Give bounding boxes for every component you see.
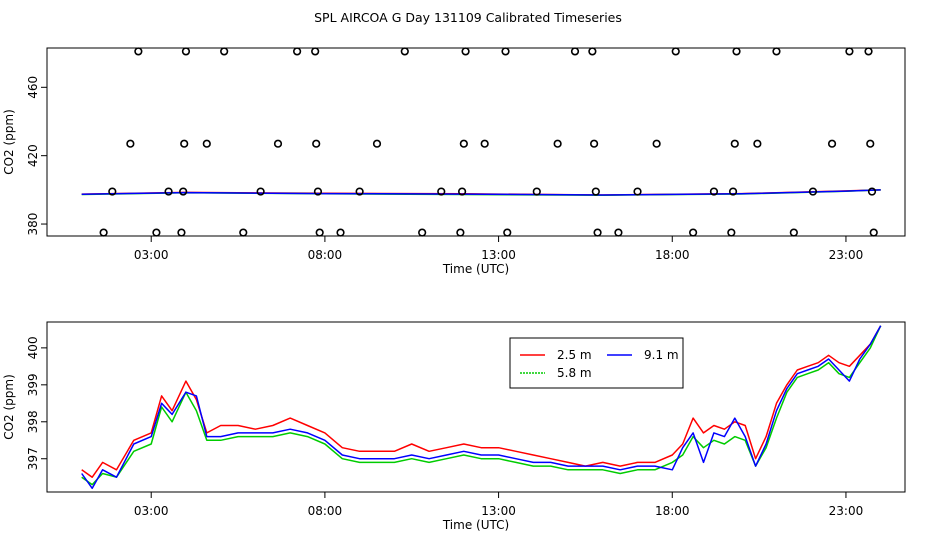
scatter-point xyxy=(126,139,135,148)
scatter-point xyxy=(315,228,324,237)
scatter-point xyxy=(730,139,739,148)
plot-frame xyxy=(46,321,906,493)
scatter-point xyxy=(709,187,719,196)
scatter-point xyxy=(177,228,186,237)
x-axis-title: Time (UTC) xyxy=(442,518,509,532)
x-tick-label: 08:00 xyxy=(308,504,343,518)
x-tick-label: 23:00 xyxy=(829,248,864,262)
bottom-chart-line: 03:00 08:00 13:00 18:00 23:00 397 398 399 400 Tim… xyxy=(2,321,906,532)
scatter-point xyxy=(503,228,512,237)
scatter-point xyxy=(108,187,117,196)
top-chart-scatter: 03:00 08:00 13:00 18:00 23:00 380 420 460 Time (… xyxy=(2,47,906,276)
legend-label: 2.5 m xyxy=(557,348,592,362)
scatter-point xyxy=(418,228,427,237)
y-axis-title: CO2 (ppm) xyxy=(2,374,16,440)
series-line-9-1-m xyxy=(81,189,881,196)
scatter-point xyxy=(372,139,382,148)
plot-frame xyxy=(46,47,906,237)
x-tick-label: 08:00 xyxy=(308,248,343,262)
x-tick-label: 18:00 xyxy=(655,248,690,262)
scatter-point xyxy=(311,47,320,56)
scatter-point xyxy=(273,139,283,148)
y-tick-label: 397 xyxy=(26,447,40,470)
scatter-point xyxy=(437,187,446,196)
scatter-point xyxy=(866,139,875,148)
scatter-point xyxy=(827,139,837,148)
scatter-point xyxy=(588,47,597,56)
x-tick-label: 18:00 xyxy=(655,504,690,518)
scatter-point xyxy=(336,228,345,237)
scatter-point xyxy=(293,47,302,56)
y-tick-label: 420 xyxy=(26,144,40,167)
series-line-5-8-m xyxy=(81,325,882,486)
scatter-point xyxy=(652,139,661,148)
scatter-point xyxy=(400,47,409,56)
figure-title: SPL AIRCOA G Day 131109 Calibrated Times… xyxy=(314,10,622,25)
scatter-point xyxy=(570,47,580,56)
x-tick-label: 03:00 xyxy=(134,248,169,262)
scatter-point xyxy=(458,187,467,196)
scatter-point xyxy=(239,228,248,237)
scatter-point xyxy=(180,139,189,148)
scatter-point xyxy=(134,47,143,56)
scatter-point xyxy=(181,47,191,56)
scatter-point xyxy=(689,228,698,237)
legend-box xyxy=(509,337,684,389)
scatter-point xyxy=(553,139,562,148)
scatter-point xyxy=(313,187,323,196)
scatter-point xyxy=(867,187,877,196)
scatter-point xyxy=(614,228,623,237)
scatter-point xyxy=(152,228,161,237)
scatter-point xyxy=(732,47,741,56)
y-tick-label: 399 xyxy=(26,373,40,396)
scatter-point xyxy=(256,187,265,196)
x-tick-label: 13:00 xyxy=(481,504,516,518)
scatter-point xyxy=(220,47,229,56)
scatter-point xyxy=(772,47,781,56)
scatter-point xyxy=(728,187,738,196)
x-tick-label: 13:00 xyxy=(481,248,516,262)
scatter-point xyxy=(501,47,510,56)
scatter-point xyxy=(864,47,873,56)
scatter-point xyxy=(591,187,600,196)
scatter-point xyxy=(869,228,878,237)
scatter-point xyxy=(312,139,321,148)
scatter-point xyxy=(164,187,173,196)
series-line-9-1-m xyxy=(81,325,882,490)
scatter-point xyxy=(753,139,762,148)
scatter-point xyxy=(633,187,642,196)
y-tick-label: 398 xyxy=(26,410,40,433)
scatter-point xyxy=(459,139,468,148)
scatter-point xyxy=(789,228,798,237)
scatter-point xyxy=(355,187,364,196)
y-tick-label: 400 xyxy=(26,336,40,359)
scatter-point xyxy=(179,187,188,196)
scatter-point xyxy=(461,47,470,56)
scatter-point xyxy=(671,47,680,56)
scatter-point xyxy=(593,228,602,237)
scatter-point xyxy=(845,47,854,56)
x-axis-title: Time (UTC) xyxy=(442,262,509,276)
scatter-point xyxy=(727,228,736,237)
scatter-point xyxy=(456,228,465,237)
legend-label: 9.1 m xyxy=(644,348,679,362)
scatter-point xyxy=(202,139,211,148)
legend-label: 5.8 m xyxy=(557,366,592,380)
scatter-point xyxy=(532,187,541,196)
x-tick-label: 03:00 xyxy=(134,504,169,518)
x-tick-label: 23:00 xyxy=(829,504,864,518)
y-tick-label: 460 xyxy=(26,76,40,99)
y-axis-title: CO2 (ppm) xyxy=(2,109,16,175)
scatter-point xyxy=(99,228,108,237)
y-tick-label: 380 xyxy=(26,213,40,236)
scatter-point xyxy=(808,187,818,196)
scatter-point xyxy=(480,139,489,148)
scatter-point xyxy=(590,139,599,148)
